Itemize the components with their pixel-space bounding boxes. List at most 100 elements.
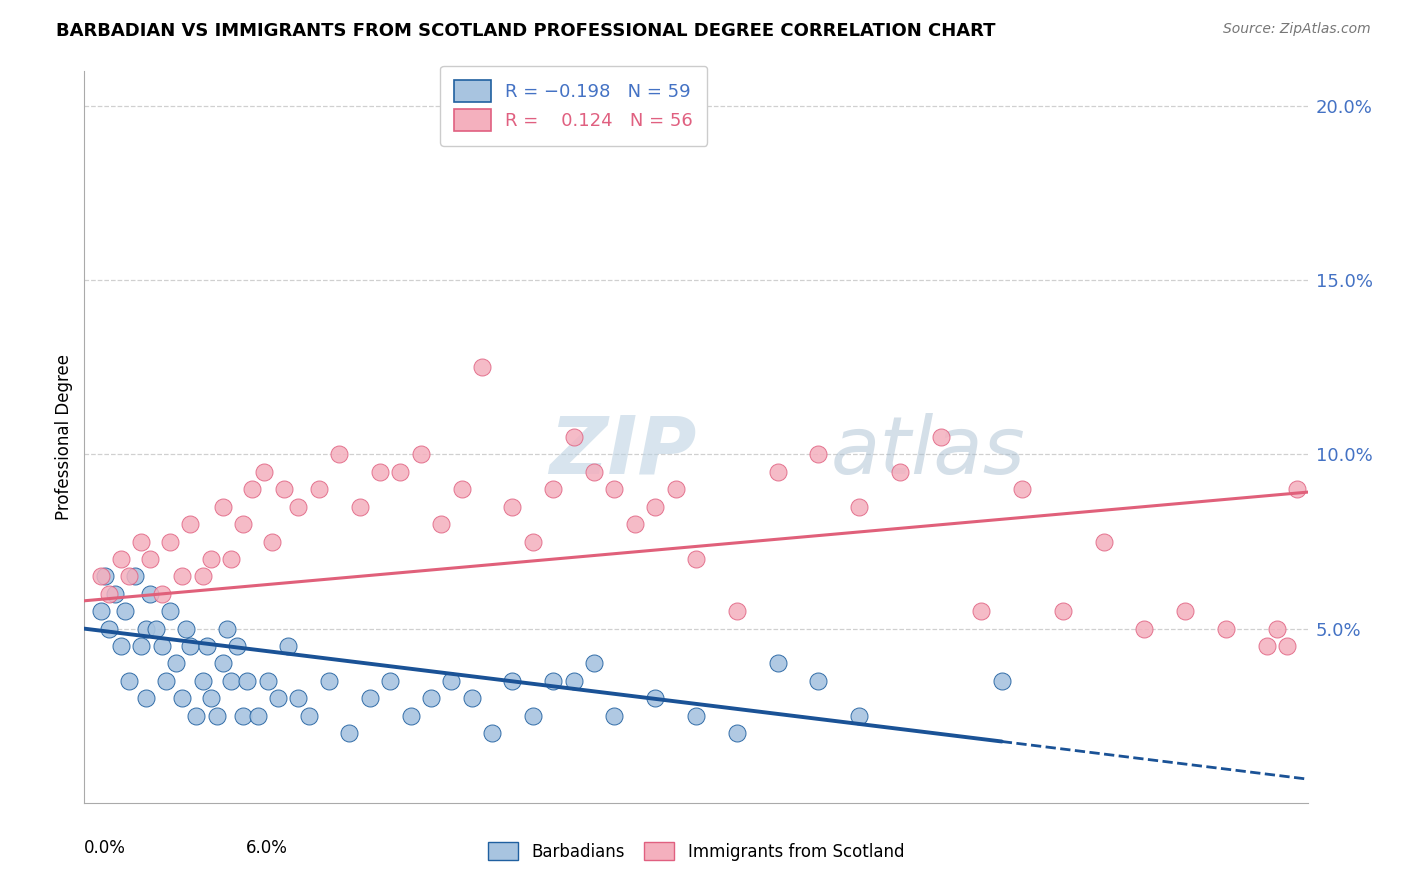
Point bbox=[368, 465, 391, 479]
Point bbox=[991, 673, 1014, 688]
Point bbox=[219, 552, 242, 566]
Text: BARBADIAN VS IMMIGRANTS FROM SCOTLAND PROFESSIONAL DEGREE CORRELATION CHART: BARBADIAN VS IMMIGRANTS FROM SCOTLAND PR… bbox=[56, 22, 995, 40]
Point bbox=[150, 639, 173, 653]
Point bbox=[131, 534, 153, 549]
Point bbox=[522, 534, 544, 549]
Point bbox=[766, 657, 789, 671]
Point bbox=[114, 604, 136, 618]
Text: ZIP: ZIP bbox=[550, 413, 696, 491]
Point bbox=[562, 430, 585, 444]
Point bbox=[603, 483, 626, 497]
Point bbox=[118, 673, 141, 688]
Point bbox=[97, 622, 120, 636]
Point bbox=[200, 552, 222, 566]
Point bbox=[273, 483, 295, 497]
Point bbox=[807, 673, 830, 688]
Point bbox=[110, 552, 132, 566]
Point bbox=[399, 708, 422, 723]
Point bbox=[359, 691, 381, 706]
Point bbox=[287, 691, 309, 706]
Point bbox=[1256, 639, 1278, 653]
Point bbox=[124, 569, 146, 583]
Point bbox=[236, 673, 259, 688]
Point bbox=[232, 517, 254, 532]
Point bbox=[644, 691, 666, 706]
Point bbox=[543, 483, 565, 497]
Point bbox=[155, 673, 177, 688]
Point bbox=[308, 483, 330, 497]
Point bbox=[135, 691, 157, 706]
Legend: Barbadians, Immigrants from Scotland: Barbadians, Immigrants from Scotland bbox=[481, 836, 911, 868]
Point bbox=[644, 500, 666, 514]
Point bbox=[179, 517, 201, 532]
Point bbox=[212, 500, 235, 514]
Point bbox=[583, 465, 606, 479]
Point bbox=[502, 500, 524, 514]
Point bbox=[253, 465, 276, 479]
Point bbox=[1011, 483, 1033, 497]
Point bbox=[277, 639, 299, 653]
Point bbox=[165, 657, 187, 671]
Point bbox=[583, 657, 606, 671]
Point bbox=[172, 569, 194, 583]
Point bbox=[389, 465, 412, 479]
Point bbox=[90, 604, 112, 618]
Point bbox=[159, 604, 181, 618]
Point bbox=[246, 708, 269, 723]
Text: Source: ZipAtlas.com: Source: ZipAtlas.com bbox=[1223, 22, 1371, 37]
Text: 0.0%: 0.0% bbox=[84, 839, 127, 857]
Point bbox=[138, 552, 160, 566]
Point bbox=[205, 708, 228, 723]
Point bbox=[93, 569, 115, 583]
Point bbox=[97, 587, 120, 601]
Point bbox=[725, 726, 748, 740]
Point bbox=[380, 673, 402, 688]
Point bbox=[339, 726, 361, 740]
Y-axis label: Professional Degree: Professional Degree bbox=[55, 354, 73, 520]
Point bbox=[665, 483, 688, 497]
Point bbox=[440, 673, 463, 688]
Point bbox=[145, 622, 167, 636]
Point bbox=[212, 657, 235, 671]
Point bbox=[685, 552, 707, 566]
Point bbox=[349, 500, 371, 514]
Point bbox=[929, 430, 952, 444]
Point bbox=[420, 691, 443, 706]
Point bbox=[186, 708, 208, 723]
Point bbox=[685, 708, 707, 723]
Point bbox=[1277, 639, 1299, 653]
Point bbox=[1174, 604, 1197, 618]
Point bbox=[603, 708, 626, 723]
Point bbox=[1092, 534, 1115, 549]
Point bbox=[1265, 622, 1288, 636]
Point bbox=[90, 569, 112, 583]
Text: 6.0%: 6.0% bbox=[246, 839, 288, 857]
Point bbox=[1052, 604, 1074, 618]
Point bbox=[179, 639, 201, 653]
Point bbox=[217, 622, 239, 636]
Point bbox=[848, 500, 870, 514]
Point bbox=[807, 448, 830, 462]
Point bbox=[543, 673, 565, 688]
Point bbox=[195, 639, 218, 653]
Point bbox=[328, 448, 350, 462]
Point bbox=[766, 465, 789, 479]
Point bbox=[200, 691, 222, 706]
Point bbox=[461, 691, 484, 706]
Point bbox=[430, 517, 453, 532]
Point bbox=[624, 517, 647, 532]
Point bbox=[970, 604, 993, 618]
Point bbox=[240, 483, 263, 497]
Point bbox=[502, 673, 524, 688]
Point bbox=[450, 483, 472, 497]
Point bbox=[174, 622, 197, 636]
Point bbox=[287, 500, 309, 514]
Point bbox=[471, 360, 494, 375]
Point bbox=[219, 673, 242, 688]
Point bbox=[725, 604, 748, 618]
Point bbox=[1286, 483, 1309, 497]
Point bbox=[226, 639, 249, 653]
Point bbox=[1215, 622, 1237, 636]
Point bbox=[889, 465, 911, 479]
Point bbox=[260, 534, 283, 549]
